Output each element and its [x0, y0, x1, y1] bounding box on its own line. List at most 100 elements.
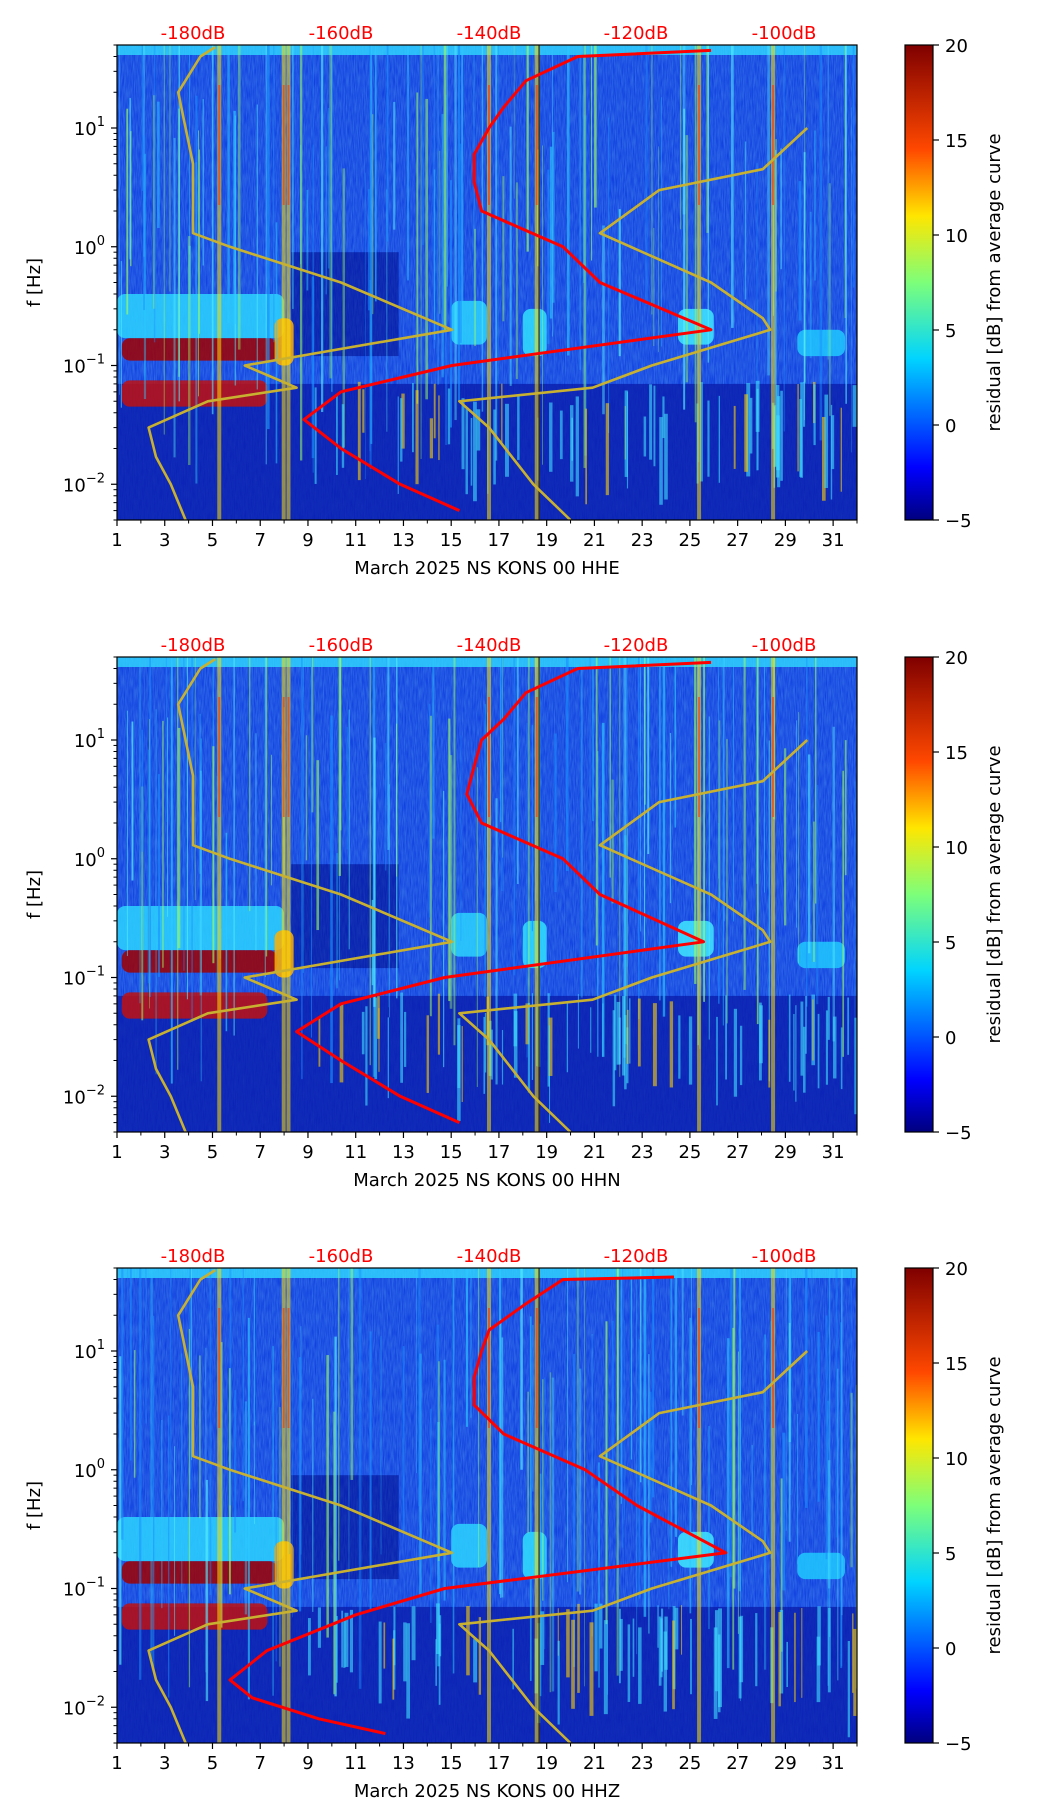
db-scale-label: -120dB	[604, 23, 669, 44]
x-tick-label: 7	[254, 1753, 265, 1774]
colorbar-tick-label: 5	[945, 1544, 956, 1565]
x-tick-label: 27	[726, 530, 749, 551]
colorbar-tick-label: 5	[945, 933, 956, 954]
y-tick-label: 101	[74, 115, 105, 140]
colorbar-tick-label: 15	[945, 743, 968, 764]
colorbar-label: residual [dB] from average curve	[984, 133, 1005, 431]
db-scale-label: -180dB	[161, 1246, 226, 1267]
x-tick-label: 19	[535, 1142, 558, 1163]
colorbar-tick-label: −5	[945, 1123, 972, 1144]
colorbar-tick-label: 15	[945, 1354, 968, 1375]
spectrogram-image	[117, 1268, 857, 1743]
y-tick-label: 10−1	[63, 353, 105, 378]
y-axis-label: f [Hz]	[24, 258, 45, 307]
db-scale-label: -180dB	[161, 23, 226, 44]
db-scale-label: -140dB	[457, 23, 522, 44]
x-tick-label: 13	[392, 1753, 415, 1774]
x-tick-label: 5	[207, 1142, 218, 1163]
y-tick-label: 101	[74, 727, 105, 752]
x-tick-label: 1	[111, 530, 122, 551]
db-scale-label: -160dB	[309, 23, 374, 44]
x-tick-label: 3	[159, 1753, 170, 1774]
x-tick-label: 13	[392, 530, 415, 551]
y-tick-label: 100	[74, 234, 105, 259]
average-psd-curve	[295, 660, 712, 1124]
nlnm-curve	[147, 1269, 454, 1743]
spectrogram-image	[117, 45, 857, 520]
colorbar-tick-label: 5	[945, 321, 956, 342]
x-tick-label: 1	[111, 1753, 122, 1774]
colorbar-tick-label: 0	[945, 416, 956, 437]
average-psd-curve	[302, 48, 713, 512]
nlnm-curve	[147, 658, 454, 1132]
x-axis-label: March 2025 NS KONS 00 HHE	[354, 558, 619, 579]
x-tick-label: 31	[822, 1142, 845, 1163]
spectrogram-image	[117, 657, 857, 1132]
y-tick-label: 10−2	[63, 1083, 105, 1108]
db-scale-label: -100dB	[752, 635, 817, 656]
colorbar-tick-label: 20	[945, 36, 968, 57]
db-scale-label: -160dB	[309, 635, 374, 656]
x-tick-label: 1	[111, 1142, 122, 1163]
colorbar	[904, 44, 934, 521]
db-scale-label: -180dB	[161, 635, 226, 656]
x-tick-label: 13	[392, 1142, 415, 1163]
x-tick-label: 9	[302, 1142, 313, 1163]
x-tick-label: 7	[254, 530, 265, 551]
y-axis-label: f [Hz]	[24, 870, 45, 919]
x-tick-label: 31	[822, 530, 845, 551]
y-tick-label: 10−1	[63, 1576, 105, 1601]
x-tick-label: 29	[774, 1142, 797, 1163]
x-tick-label: 19	[535, 530, 558, 551]
colorbar	[904, 1267, 934, 1744]
colorbar-tick-label: 10	[945, 1449, 968, 1470]
y-tick-label: 10−2	[63, 1694, 105, 1719]
nhnm-curve	[458, 1350, 809, 1743]
x-tick-label: 21	[583, 530, 606, 551]
colorbar-tick-label: −5	[945, 511, 972, 532]
x-tick-label: 15	[440, 1142, 463, 1163]
x-tick-label: 23	[631, 1753, 654, 1774]
x-axis-label: March 2025 NS KONS 00 HHN	[353, 1170, 621, 1191]
nlnm-curve	[147, 46, 454, 520]
x-tick-label: 23	[631, 1142, 654, 1163]
x-tick-label: 27	[726, 1142, 749, 1163]
x-tick-label: 5	[207, 1753, 218, 1774]
x-tick-label: 19	[535, 1753, 558, 1774]
x-tick-label: 17	[487, 1142, 510, 1163]
colorbar-tick-label: 10	[945, 226, 968, 247]
y-tick-label: 100	[74, 846, 105, 871]
x-tick-label: 5	[207, 530, 218, 551]
db-scale-label: -160dB	[309, 1246, 374, 1267]
x-tick-label: 21	[583, 1753, 606, 1774]
y-tick-label: 100	[74, 1457, 105, 1482]
colorbar-label: residual [dB] from average curve	[984, 1356, 1005, 1654]
y-tick-label: 10−1	[63, 965, 105, 990]
x-tick-label: 9	[302, 530, 313, 551]
colorbar-tick-label: 20	[945, 648, 968, 669]
nhnm-curve	[458, 739, 809, 1132]
x-tick-label: 3	[159, 530, 170, 551]
db-scale-label: -100dB	[752, 23, 817, 44]
x-tick-label: 17	[487, 530, 510, 551]
colorbar-tick-label: 0	[945, 1028, 956, 1049]
db-scale-label: -140dB	[457, 635, 522, 656]
x-tick-label: 25	[678, 1142, 701, 1163]
x-tick-label: 29	[774, 1753, 797, 1774]
x-tick-label: 27	[726, 1753, 749, 1774]
x-tick-label: 15	[440, 1753, 463, 1774]
nhnm-curve	[458, 127, 809, 520]
x-tick-label: 25	[678, 530, 701, 551]
x-axis-label: March 2025 NS KONS 00 HHZ	[354, 1781, 620, 1802]
x-tick-label: 11	[344, 1142, 367, 1163]
colorbar	[904, 656, 934, 1133]
x-tick-label: 23	[631, 530, 654, 551]
db-scale-label: -140dB	[457, 1246, 522, 1267]
colorbar-tick-label: 0	[945, 1639, 956, 1660]
db-scale-label: -100dB	[752, 1246, 817, 1267]
x-tick-label: 29	[774, 530, 797, 551]
